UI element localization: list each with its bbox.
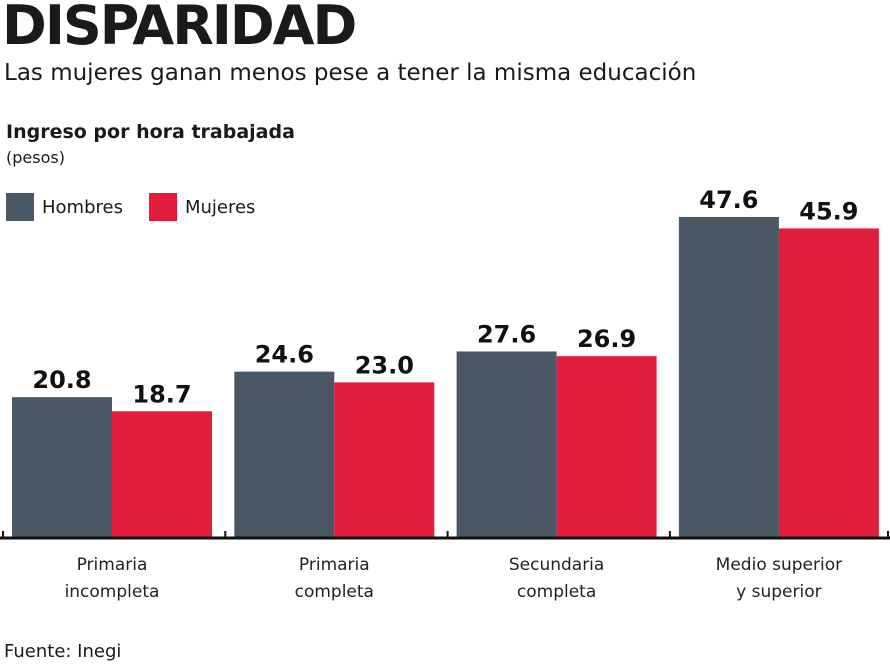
- bar-hombres-0: [12, 397, 112, 537]
- y-axis-unit: (pesos): [6, 148, 65, 167]
- x-tick-label-2-0: Secundaria: [509, 555, 604, 575]
- legend-label-hombres: Hombres: [42, 196, 123, 218]
- data-label-hombres-2: 27.6: [477, 320, 536, 348]
- x-tick-label-2-1: completa: [517, 582, 596, 602]
- data-label-mujeres-0: 18.7: [132, 380, 191, 408]
- bar-mujeres-3: [778, 228, 879, 537]
- data-label-mujeres-2: 26.9: [577, 325, 636, 353]
- legend-swatch-hombres: [6, 193, 34, 221]
- x-tick-label-1-1: completa: [295, 582, 374, 602]
- data-label-mujeres-3: 45.9: [799, 197, 858, 225]
- chart-title: DISPARIDAD: [2, 0, 357, 57]
- legend-item-mujeres: Mujeres: [148, 193, 256, 221]
- bar-mujeres-1: [334, 382, 435, 537]
- legend-swatch-mujeres: [148, 193, 177, 221]
- bar-hombres-3: [678, 217, 779, 537]
- legend: Hombres Mujeres: [6, 193, 281, 221]
- legend-label-mujeres: Mujeres: [184, 196, 256, 218]
- bar-mujeres-0: [112, 411, 212, 537]
- x-tick-label-0-0: Primaria: [77, 555, 148, 575]
- x-tick-label-3-1: y superior: [736, 582, 821, 602]
- legend-item-hombres: Hombres: [6, 193, 123, 221]
- source-note: Fuente: Inegi: [4, 641, 122, 662]
- bar-hombres-2: [456, 351, 557, 537]
- bar-hombres-1: [234, 371, 335, 537]
- data-label-hombres-0: 20.8: [32, 366, 91, 394]
- data-label-mujeres-1: 23.0: [355, 351, 414, 379]
- x-tick-label-3-0: Medio superior: [716, 555, 842, 575]
- data-label-hombres-3: 47.6: [699, 186, 758, 214]
- x-tick-label-0-1: incompleta: [65, 582, 160, 602]
- x-tick-label-1-0: Primaria: [299, 555, 370, 575]
- chart-subtitle: Las mujeres ganan menos pese a tener la …: [4, 60, 697, 86]
- data-label-hombres-1: 24.6: [255, 341, 314, 369]
- y-axis-label: Ingreso por hora trabajada: [6, 121, 295, 143]
- bar-mujeres-2: [556, 356, 657, 537]
